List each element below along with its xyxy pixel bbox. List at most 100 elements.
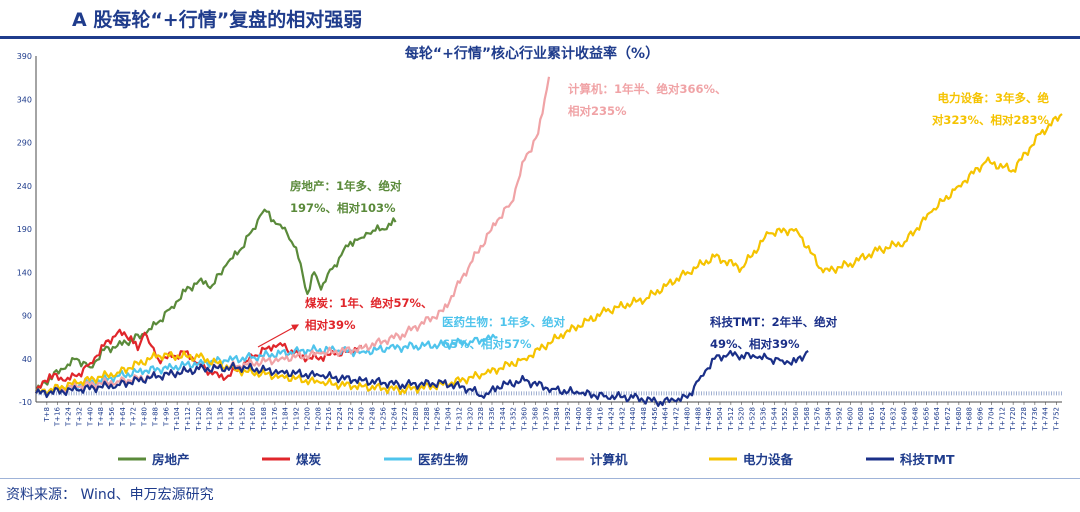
annotation-煤炭-line2: 相对39% [305,318,356,332]
x-tick-label: T+384 [553,406,561,431]
x-tick-label: T+512 [727,407,735,432]
legend-label-煤炭: 煤炭 [296,452,322,467]
x-tick-label: T+600 [846,407,854,432]
series-line-电力设备 [35,113,1063,397]
y-tick-label: 90 [22,312,32,321]
x-tick-label: T+256 [379,406,387,431]
x-tick-label: T+360 [521,407,529,432]
legend-label-计算机: 计算机 [590,452,628,467]
x-tick-label: T+288 [423,407,431,432]
x-tick-label: T+16 [54,406,62,427]
x-tick-label: T+696 [977,406,985,431]
x-tick-label: T+184 [282,406,290,431]
legend-label-医药生物: 医药生物 [418,452,469,467]
x-tick-label: T+432 [618,407,626,432]
annotation-煤炭-line1: 煤炭：1年、绝对57%、 [305,296,433,310]
x-tick-label: T+752 [1053,407,1061,432]
x-tick-label: T+608 [857,407,865,432]
x-tick-label: T+480 [683,407,691,432]
x-tick-label: T+320 [466,407,474,432]
x-tick-label: T+640 [901,407,909,432]
x-tick-label: T+344 [499,406,507,431]
annotation-电力设备-line2: 对323%、相对283% [932,113,1050,127]
y-tick-label: 390 [17,52,32,61]
x-tick-label: T+272 [401,407,409,432]
series-line-科技TMT [35,349,809,407]
annotation-电力设备-line1: 电力设备：3年多、绝 [937,91,1049,105]
x-tick-label: T+728 [1020,407,1028,432]
x-tick-label: T+88 [151,407,159,427]
x-tick-label: T+664 [933,406,941,431]
series-line-医药生物 [35,333,498,397]
x-tick-label: T+576 [814,406,822,431]
x-tick-label: T+280 [412,407,420,432]
x-tick-label: T+160 [249,407,257,432]
legend-label-电力设备: 电力设备 [743,452,794,467]
x-tick-label: T+368 [531,407,539,432]
x-tick-label: T+40 [86,407,94,427]
x-tick-label: T+472 [673,407,681,432]
x-tick-label: T+336 [488,406,496,431]
x-tick-label: T+392 [564,407,572,432]
x-tick-label: T+408 [586,407,594,432]
x-tick-label: T+560 [792,407,800,432]
x-tick-label: T+208 [314,407,322,432]
x-tick-label: T+80 [141,407,149,427]
annotation-医药生物-line1: 医药生物：1年多、绝对 [442,315,566,329]
x-tick-label: T+304 [445,406,453,431]
x-tick-label: T+416 [597,406,605,431]
x-tick-label: T+64 [119,406,127,427]
x-tick-label: T+136 [217,406,225,431]
x-tick-label: T+32 [75,407,83,427]
y-tick-label: 240 [17,182,32,191]
x-tick-label: T+248 [369,407,377,432]
y-tick-label: 290 [17,139,32,148]
x-tick-label: T+720 [1009,407,1017,432]
x-tick-label: T+528 [749,407,757,432]
x-tick-label: T+488 [694,407,702,432]
x-tick-label: T+712 [998,407,1006,432]
annotation-房地产-line2: 197%、相对103% [290,201,396,215]
y-tick-label: -10 [19,398,32,407]
x-tick-label: T+704 [987,406,995,431]
x-tick-label: T+456 [651,406,659,431]
x-tick-label: T+672 [944,407,952,432]
x-tick-label: T+168 [260,407,268,432]
x-tick-label: T+312 [455,407,463,432]
series-line-计算机 [35,76,551,398]
x-tick-label: T+520 [738,407,746,432]
cumulative-return-line-chart: 每轮“+行情”核心行业累计收益率（%） -10 40 90 140 190 240 290 3… [17,45,1063,467]
x-tick-label: T+424 [607,406,615,431]
x-tick-label: T+688 [966,407,974,432]
source-note: 资料来源： Wind、申万宏源研究 [6,487,214,503]
x-tick-label: T+680 [955,407,963,432]
x-tick-label: T+328 [477,407,485,432]
x-tick-label: T+232 [347,407,355,432]
y-tick-label: 190 [17,225,32,234]
x-tick-label: T+352 [510,407,518,432]
x-tick-label: T+72 [130,407,138,427]
series-line-房地产 [34,208,397,392]
x-tick-label: T+440 [629,407,637,432]
source-rule [0,478,1080,479]
x-tick-label: T+464 [662,406,670,431]
x-tick-label: T+152 [238,407,246,432]
title-rule [0,36,1080,39]
chart-title: 每轮“+行情”核心行业累计收益率（%） [405,45,659,62]
x-tick-label: T+616 [868,406,876,431]
x-tick-label: T+96 [162,406,170,427]
x-tick-label: T+736 [1031,406,1039,431]
legend-label-房地产: 房地产 [152,452,190,467]
x-tick-label: T+240 [358,407,366,432]
x-tick-label: T+504 [716,406,724,431]
x-tick-label: T+104 [173,406,181,431]
x-tick-label: T+216 [325,406,333,431]
y-tick-label: 40 [22,355,32,364]
annotation-计算机-line2: 相对235% [568,104,627,118]
x-tick-label: T+400 [575,407,583,432]
x-tick-label: T+48 [97,407,105,427]
x-tick-label: T+744 [1042,406,1050,431]
x-tick-label: T+176 [271,406,279,431]
x-tick-label: T+592 [835,407,843,432]
x-tick-label: T+536 [759,406,767,431]
